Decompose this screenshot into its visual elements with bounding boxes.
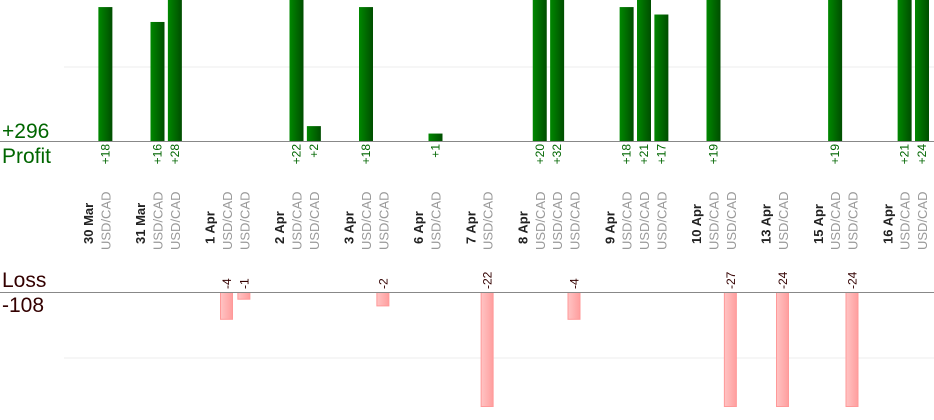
- profit-value-label: +18: [98, 144, 112, 165]
- pair-label: USD/CAD: [846, 191, 861, 250]
- loss-bar: [776, 292, 789, 407]
- date-label: 9 Apr: [602, 211, 617, 244]
- profit-value-label: +21: [637, 144, 651, 165]
- profit-bar: [428, 133, 443, 141]
- loss-bar: [480, 292, 494, 407]
- profit-value-label: +24: [915, 144, 929, 165]
- profit-value-label: +1: [429, 144, 443, 158]
- loss-value-label: -24: [776, 271, 790, 289]
- pair-label: USD/CAD: [898, 191, 913, 250]
- profit-bar: [637, 0, 651, 142]
- loss-value-label: -2: [376, 278, 390, 289]
- profit-value-label: +32: [550, 144, 564, 165]
- date-label: 7 Apr: [463, 211, 478, 244]
- pair-label: USD/CAD: [724, 191, 739, 250]
- pair-label: USD/CAD: [98, 191, 113, 250]
- profit-bar: [654, 14, 669, 142]
- date-label: 6 Apr: [411, 211, 426, 244]
- profit-bar: [306, 126, 321, 141]
- profit-value-label: +28: [168, 144, 182, 165]
- profit-bar: [167, 0, 182, 142]
- loss-bar: [376, 292, 390, 307]
- date-label: 10 Apr: [689, 204, 704, 244]
- date-label: 31 Mar: [133, 203, 148, 244]
- profit-bar: [532, 0, 547, 142]
- pair-label: USD/CAD: [481, 191, 496, 250]
- profit-total: +296: [2, 120, 49, 143]
- pair-label: USD/CAD: [568, 191, 583, 250]
- profit-bar: [289, 0, 304, 141]
- pair-label: USD/CAD: [620, 191, 635, 250]
- date-label: 15 Apr: [811, 204, 826, 244]
- pair-label: USD/CAD: [220, 191, 235, 250]
- profit-bar: [706, 0, 721, 142]
- profit-bar: [359, 7, 373, 141]
- loss-bar: [567, 292, 581, 320]
- date-label: 1 Apr: [203, 211, 218, 244]
- pair-label: USD/CAD: [290, 191, 305, 250]
- profit-bar: [915, 0, 929, 141]
- pair-label: USD/CAD: [654, 191, 669, 250]
- pair-label: USD/CAD: [168, 191, 183, 250]
- loss-value-label: -24: [846, 271, 860, 289]
- profit-value-label: +17: [654, 144, 668, 165]
- profit-value-label: +19: [828, 144, 842, 165]
- profit-value-label: +18: [620, 144, 634, 165]
- profit-bar: [619, 7, 634, 141]
- profit-value-label: +20: [533, 144, 547, 165]
- date-label: 3 Apr: [342, 211, 357, 244]
- loss-total: -108: [2, 294, 44, 317]
- pair-label: USD/CAD: [828, 191, 843, 250]
- pair-label: USD/CAD: [237, 191, 252, 250]
- loss-value-label: -1: [237, 278, 251, 289]
- pair-label: USD/CAD: [637, 191, 652, 250]
- profit-value-label: +21: [898, 144, 912, 165]
- profit-value-label: +16: [151, 144, 165, 165]
- date-label: 13 Apr: [759, 204, 774, 244]
- pair-label: USD/CAD: [707, 191, 722, 250]
- pair-label: USD/CAD: [359, 191, 374, 250]
- loss-bar: [723, 292, 737, 407]
- profit-value-label: +18: [359, 144, 373, 165]
- date-label: 16 Apr: [880, 204, 895, 244]
- date-label: 2 Apr: [272, 211, 287, 244]
- profit-bar: [150, 21, 165, 141]
- profit-bar: [550, 0, 565, 141]
- profit-value-label: +22: [290, 144, 304, 165]
- profit-value-label: +19: [707, 144, 721, 165]
- profit-label: Profit: [2, 145, 51, 168]
- profit-bar: [98, 7, 113, 141]
- pair-label: USD/CAD: [915, 191, 930, 250]
- loss-value-label: -4: [220, 278, 234, 289]
- date-label: 30 Mar: [81, 203, 96, 244]
- pair-label: USD/CAD: [429, 191, 444, 250]
- loss-bar: [845, 292, 859, 407]
- loss-bar: [220, 292, 233, 320]
- pair-label: USD/CAD: [151, 191, 166, 250]
- loss-label: Loss: [2, 269, 46, 292]
- profit-bar: [828, 0, 843, 142]
- loss-value-label: -22: [481, 271, 495, 289]
- loss-value-label: -4: [568, 278, 582, 289]
- loss-value-label: -27: [724, 271, 738, 289]
- pair-label: USD/CAD: [776, 191, 791, 250]
- profit-bar: [897, 0, 912, 142]
- profit-value-label: +2: [307, 144, 321, 158]
- loss-bar: [237, 292, 251, 300]
- pair-label: USD/CAD: [307, 191, 322, 250]
- date-label: 8 Apr: [515, 211, 530, 244]
- pair-label: USD/CAD: [533, 191, 548, 250]
- pair-label: USD/CAD: [376, 191, 391, 250]
- pair-label: USD/CAD: [550, 191, 565, 250]
